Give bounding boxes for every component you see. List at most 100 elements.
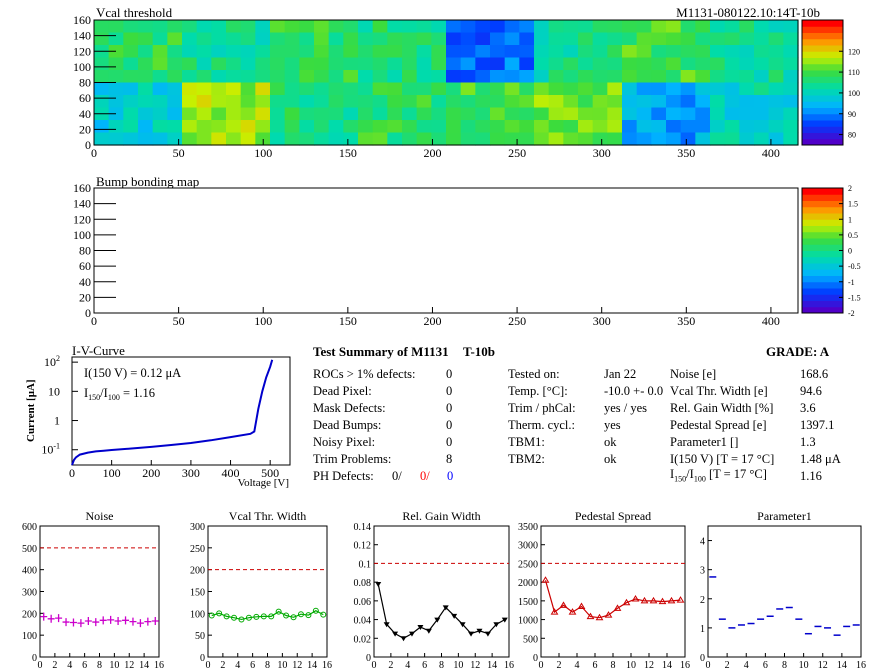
heatmap-cell [343,20,359,34]
y-tick-label: 250 [190,544,205,555]
defect-label: Noisy Pixel: [313,435,376,449]
x-tick-label: 200 [423,314,441,328]
colorbar-segment [802,250,843,258]
colorbar-tick-label: -1.5 [848,293,861,302]
x-tick-label: 8 [97,660,102,671]
heatmap-cell [519,132,535,146]
heatmap-cell [475,32,491,46]
heatmap-cell [754,107,770,121]
colorbar-segment [802,238,843,245]
heatmap-cell [519,95,535,109]
heatmap-cell [460,107,476,121]
x-tick-label: 6 [250,660,255,671]
heatmap-cell [211,107,227,121]
iv-y-tick-label: 10 [48,384,60,398]
heatmap-cell [343,45,359,59]
heatmap-cell [226,95,242,109]
heatmap-cell [299,95,315,109]
heatmap-cell [475,132,491,146]
heatmap-cell [710,82,726,96]
heatmap-cell [739,32,755,46]
series-line [544,580,681,619]
heatmap-cell [358,57,374,71]
heatmap-cell [152,32,168,46]
heatmap-cell [387,82,403,96]
heatmap-cell [651,120,667,134]
heatmap-cell [636,95,652,109]
heatmap-cell [446,95,462,109]
data-point [40,612,48,621]
x-tick-label: 6 [593,660,598,671]
heatmap-cell [783,107,799,121]
heatmap-cell [592,20,608,34]
heatmap-cell [416,82,432,96]
y-tick-label: 100 [73,60,91,74]
data-point [375,582,382,588]
heatmap-cell [94,32,110,46]
heatmap-cell [490,132,506,146]
colorbar-segment [802,57,843,65]
heatmap-cell [636,70,652,84]
x-tick-label: 8 [439,660,444,671]
heatmap-cell [563,132,579,146]
heatmap-cell [314,32,330,46]
heatmap-cell [240,107,256,121]
heatmap-cell [519,57,535,71]
x-tick-label: 14 [487,660,497,671]
x-tick-label: 0 [206,660,211,671]
heatmap-cell [108,95,124,109]
heatmap-cell [475,57,491,71]
colorbar-segment [802,288,843,295]
heatmap-cell [636,32,652,46]
parameter-label: Pedestal Spread [e] [670,418,767,432]
heatmap-cell [446,132,462,146]
data-point [468,631,475,637]
colorbar-segment [802,76,843,83]
colorbar-tick-label: 100 [848,89,860,98]
condition-value: yes / yes [604,401,648,415]
data-point [613,604,622,611]
heatmap-cell [666,107,682,121]
data-point [268,613,275,620]
heatmap-cell [152,45,168,59]
heatmap-cell [108,32,124,46]
heatmap-cell [475,107,491,121]
heatmap-cell [578,107,594,121]
heatmap-cell [695,70,711,84]
heatmap-cell [563,70,579,84]
data-point [541,576,550,583]
heatmap-cell [240,57,256,71]
data-point [622,598,631,606]
x-tick-label: 2 [557,660,562,671]
heatmap-cell [328,132,344,146]
bump-bonding-title: Bump bonding map [96,174,199,189]
heatmap-cell [754,57,770,71]
heatmap-cell [108,120,124,134]
heatmap-cell [460,45,476,59]
heatmap-cell [314,82,330,96]
heatmap-cell [446,32,462,46]
condition-label: Trim / phCal: [508,401,576,415]
data-point [417,625,424,631]
y-tick-label: 3000 [518,541,538,552]
data-point [290,614,297,621]
colorbar-tick-label: -0.5 [848,262,861,271]
heatmap-cell [490,45,506,59]
heatmap-cell [402,95,418,109]
plot-title: Parameter1 [757,509,812,523]
heatmap-cell [666,82,682,96]
heatmap-cell [108,107,124,121]
heatmap-cell [504,132,520,146]
colorbar-segment [802,51,843,58]
heatmap-cell [710,70,726,84]
x-tick-label: 2 [725,660,730,671]
heatmap-cell [431,107,447,121]
heatmap-cell [299,70,315,84]
heatmap-cell [783,70,799,84]
heatmap-cell [299,45,315,59]
heatmap-cell [490,32,506,46]
data-point [459,622,466,628]
heatmap-cell [108,82,124,96]
